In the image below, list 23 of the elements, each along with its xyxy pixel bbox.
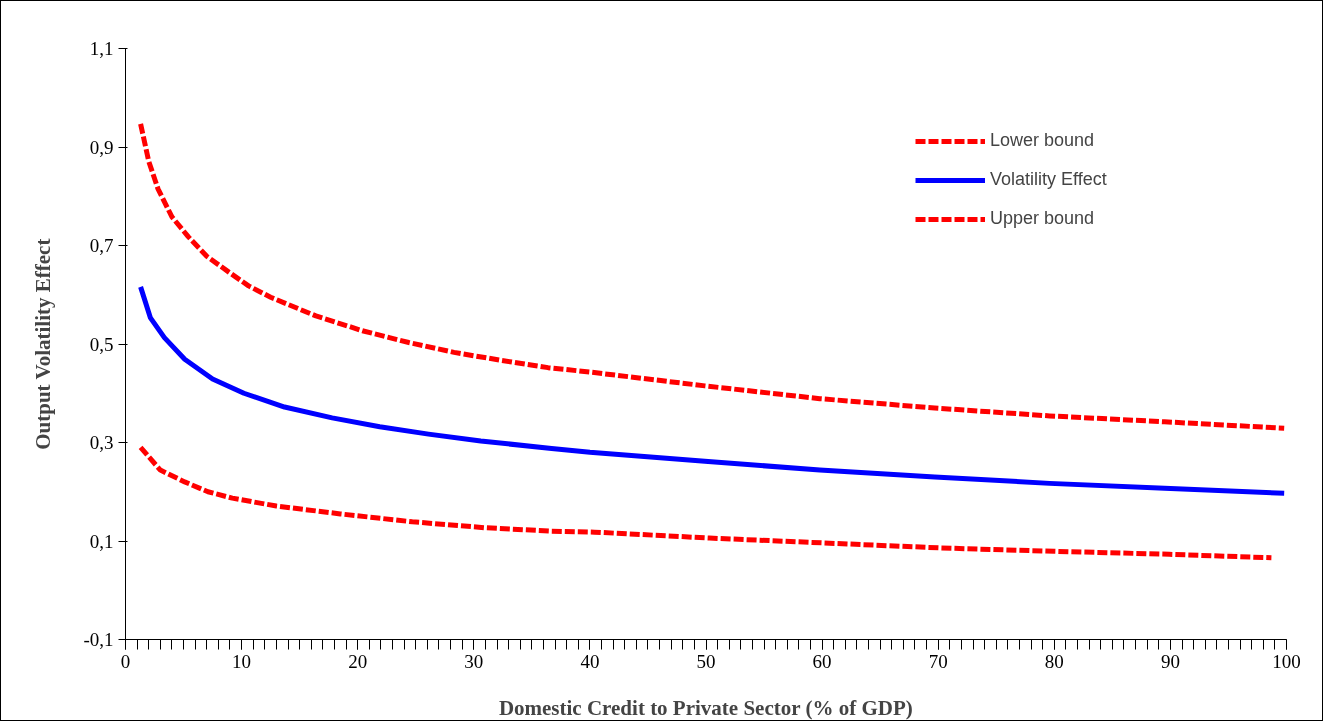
legend-label: Upper bound [990,208,1095,229]
x-tick-label: 70 [928,650,948,672]
x-tick-label: 60 [812,650,832,672]
y-tick-label: 0,3 [89,432,114,453]
y-tick-label: 0,7 [89,235,114,256]
x-axis-title: Domestic Credit to Private Sector (% of GDP) [498,695,913,720]
y-axis-title: Output Volatility Effect [31,238,56,450]
x-tick-label: 100 [1272,650,1301,672]
y-tick-label: 0,5 [89,333,114,355]
x-tick-label: 20 [348,650,368,672]
x-tick-label: 30 [464,650,484,672]
legend-label: Volatility Effect [990,169,1107,190]
x-tick-label: 50 [696,650,716,672]
x-tick-label: 10 [232,650,252,672]
legend-label: Lower bound [990,130,1095,151]
y-tick-label: -0,1 [83,629,114,650]
y-tick-label: 1,1 [89,38,114,59]
y-tick-label: 0,1 [89,530,114,552]
x-tick-label: 80 [1044,650,1064,672]
y-tick-label: 0,9 [89,136,114,158]
x-tick-label: 40 [580,650,600,672]
x-tick-label: 0 [120,650,131,672]
x-tick-label: 90 [1160,650,1180,672]
